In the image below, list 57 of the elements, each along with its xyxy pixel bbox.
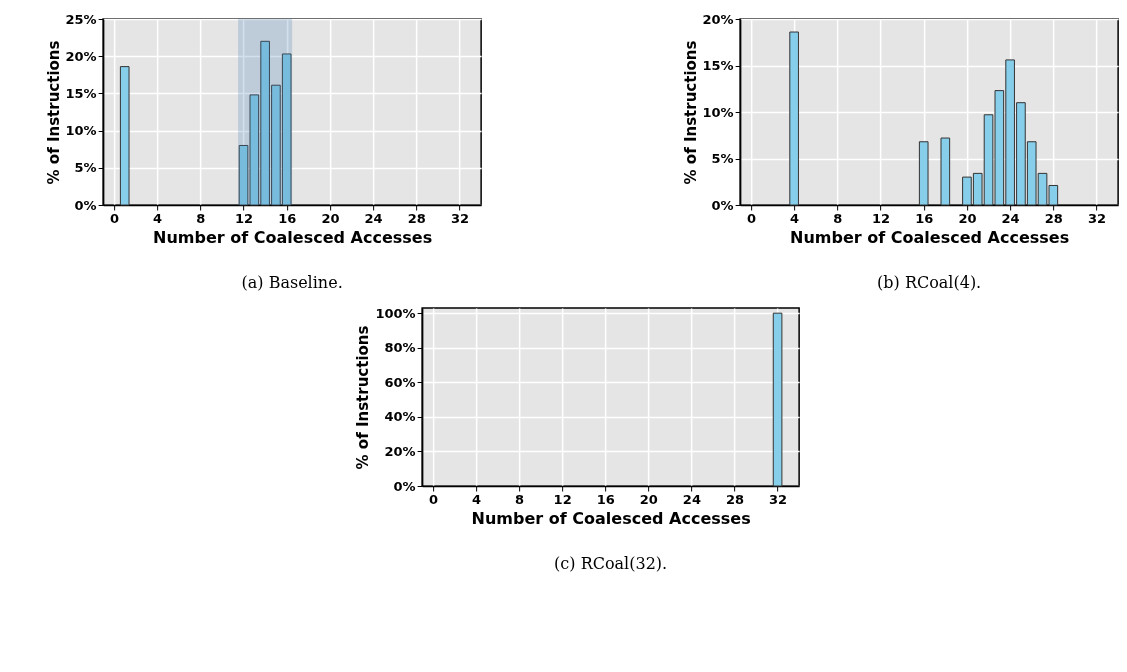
y-tick-label: 20% [702,11,734,27]
x-tick-label: 32 [450,210,470,226]
y-tick-label: 10% [65,123,97,139]
x-tick-label: 20 [321,210,340,226]
y-tick-label: 0% [711,197,734,213]
y-tick-label: 60% [384,374,416,390]
y-tick-label: 10% [702,104,734,120]
x-tick-label: 0 [428,491,438,507]
x-tick-label: 16 [278,210,297,226]
x-tick-label: 24 [364,210,383,226]
y-tick-label: 80% [384,340,416,356]
y-tick-label: 20% [65,48,97,64]
x-tick-label: 0 [746,210,756,226]
y-tick-label: 5% [74,160,97,176]
x-tick-label: 32 [769,491,788,507]
x-tick-label: 12 [553,491,572,507]
y-tick-label: 0% [74,197,97,213]
y-tick-label: 15% [702,58,734,73]
x-tick-label: 4 [471,491,482,507]
bar [119,66,130,206]
y-tick-label: 100% [375,305,416,321]
x-tick-label: 20 [958,210,977,226]
x-tick-label: 24 [682,491,701,507]
y-axis-title: % of Instructions [681,40,700,185]
y-tick-label: 15% [65,85,97,101]
y-tick-label: 5% [711,151,734,166]
x-tick-label: 8 [833,210,843,226]
bar [789,31,799,206]
text: (c) RCoal(32). [554,554,668,573]
x-tick-label: 20 [639,491,658,507]
y-tick-label: 40% [384,409,416,425]
x-tick-label: 28 [725,491,745,507]
x-axis-title: Number of Coalesced Accesses [471,508,751,528]
y-tick-label: 20% [384,443,416,459]
x-tick-label: 8 [515,491,525,507]
x-tick-label: 4 [153,210,163,226]
text: (b) RCoal(4). [877,273,982,292]
x-tick-label: 16 [915,210,934,226]
y-tick-label: 25% [65,11,97,27]
x-tick-label: 24 [1001,210,1020,226]
x-tick-label: 12 [234,210,254,226]
x-tick-label: 8 [196,210,206,226]
bar [918,141,929,206]
x-axis-title: Number of Coalesced Accesses [153,227,433,247]
y-tick-label: 0% [393,478,416,494]
bar [940,137,951,206]
x-tick-label: 0 [109,210,119,226]
x-tick-label: 28 [1044,210,1063,226]
text: (a) Baseline. [241,273,343,292]
y-axis-title: % of Instructions [44,40,63,185]
x-tick-label: 16 [596,491,615,507]
x-tick-label: 28 [407,210,426,226]
x-tick-label: 12 [871,210,891,226]
x-tick-label: 32 [1087,210,1107,226]
x-tick-label: 4 [790,210,800,226]
y-axis-title: % of Instructions [354,325,373,470]
x-axis-title: Number of Coalesced Accesses [790,227,1070,247]
